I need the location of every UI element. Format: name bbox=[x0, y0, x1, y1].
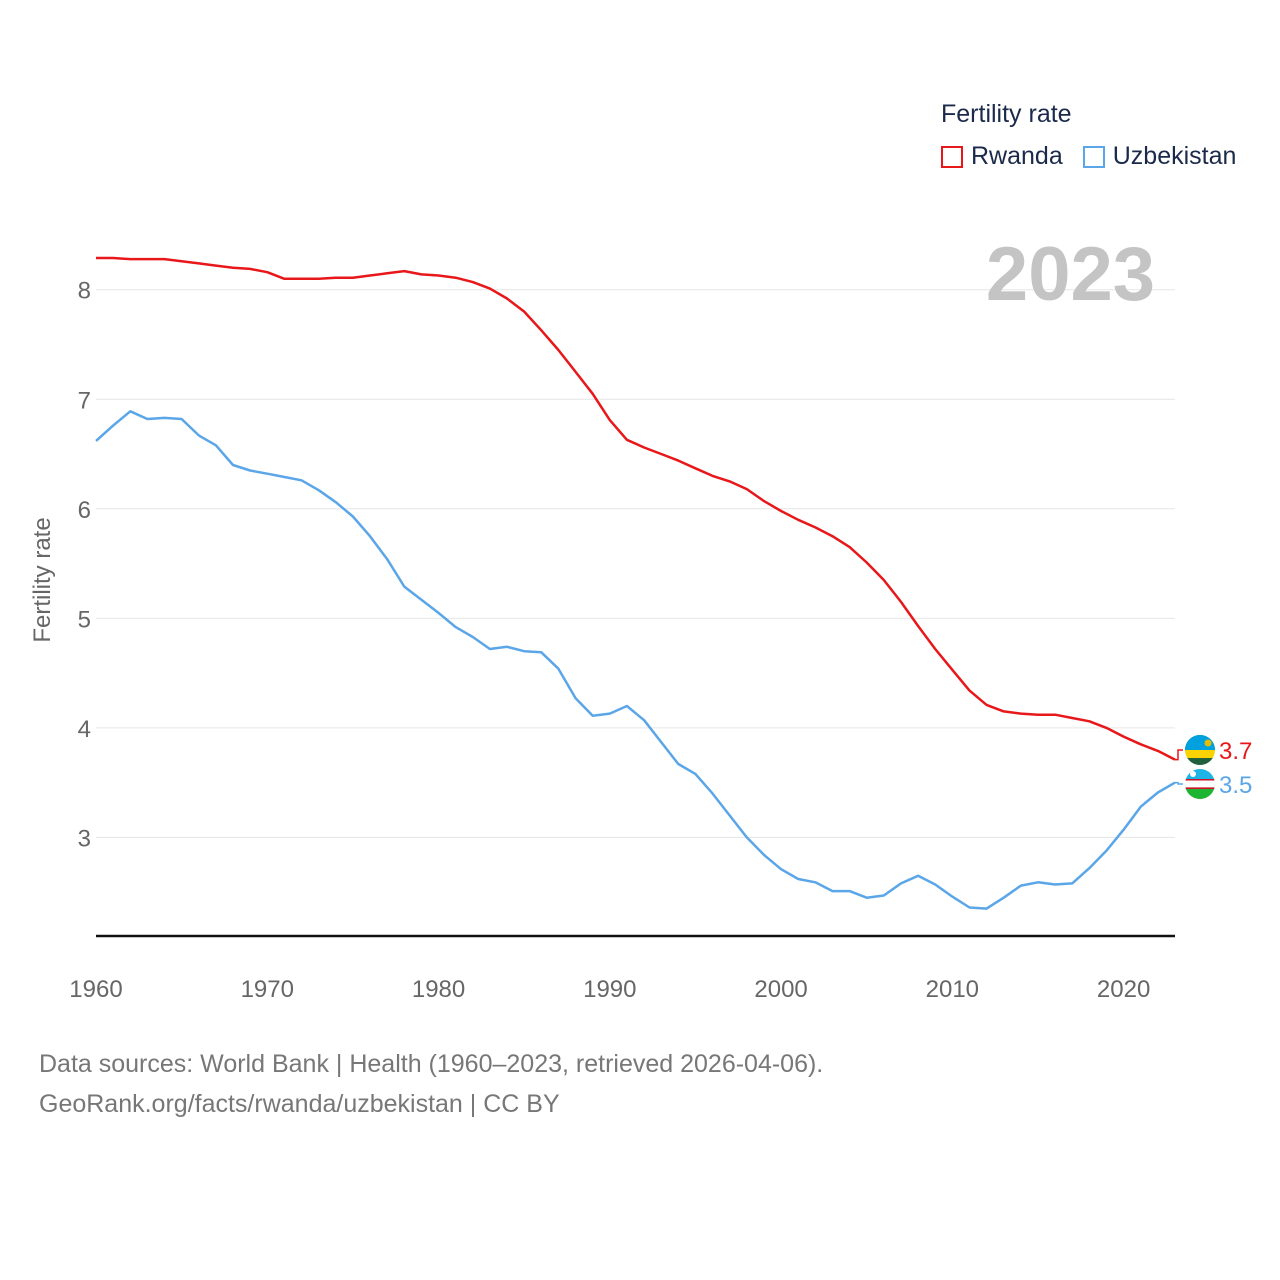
x-tick-label: 1990 bbox=[583, 976, 636, 1003]
series-lines bbox=[95, 256, 1176, 910]
y-axis-label: Fertility rate bbox=[29, 517, 56, 642]
x-tick-label: 1970 bbox=[241, 976, 294, 1003]
y-tick-label: 4 bbox=[78, 716, 91, 743]
x-tick-label: 1960 bbox=[69, 976, 122, 1003]
end-value-label-rwanda: 3.7 bbox=[1219, 738, 1252, 765]
legend-item-rwanda[interactable]: Rwanda bbox=[941, 142, 1063, 171]
series-line-rwanda[interactable] bbox=[96, 256, 1176, 761]
flag-uzbekistan-icon bbox=[1185, 769, 1215, 799]
data-sources-text: Data sources: World Bank | Health (1960–… bbox=[39, 1050, 824, 1078]
legend-title: Fertility rate bbox=[941, 100, 1072, 128]
y-tick-label: 6 bbox=[78, 497, 91, 524]
legend: Rwanda Uzbekistan bbox=[941, 142, 1256, 171]
source-link[interactable]: GeoRank.org/facts/rwanda/uzbekistan | CC… bbox=[39, 1090, 560, 1118]
flag-rwanda-icon bbox=[1185, 735, 1215, 765]
grid-lines bbox=[96, 289, 1175, 838]
series-line-uzbekistan[interactable] bbox=[95, 410, 1176, 910]
end-markers: 3.73.5 bbox=[1175, 735, 1252, 799]
end-connector-uzbekistan bbox=[1175, 781, 1183, 785]
x-tick-label: 2020 bbox=[1097, 976, 1150, 1003]
legend-label-rwanda: Rwanda bbox=[971, 142, 1063, 170]
end-connector-rwanda bbox=[1175, 749, 1183, 761]
legend-swatch-rwanda bbox=[941, 145, 963, 168]
year-label: 2023 bbox=[986, 232, 1155, 317]
legend-swatch-uzbekistan bbox=[1082, 145, 1105, 168]
y-tick-label: 7 bbox=[78, 387, 91, 414]
legend-item-uzbekistan[interactable]: Uzbekistan bbox=[1082, 142, 1237, 171]
x-tick-label: 1980 bbox=[412, 976, 465, 1003]
legend-label-uzbekistan: Uzbekistan bbox=[1112, 142, 1237, 170]
x-tick-label: 2010 bbox=[926, 976, 979, 1003]
y-tick-labels: 3 4 5 6 7 8 bbox=[78, 278, 91, 853]
y-tick-label: 8 bbox=[78, 278, 91, 305]
x-tick-labels: 1960 1970 1980 1990 2000 2010 2020 bbox=[69, 976, 1150, 1003]
end-value-label-uzbekistan: 3.5 bbox=[1219, 772, 1252, 799]
x-tick-label: 2000 bbox=[754, 976, 807, 1003]
y-tick-label: 5 bbox=[78, 606, 91, 633]
footer: Data sources: World Bank | Health (1960–… bbox=[39, 1044, 823, 1124]
y-tick-label: 3 bbox=[78, 825, 91, 852]
